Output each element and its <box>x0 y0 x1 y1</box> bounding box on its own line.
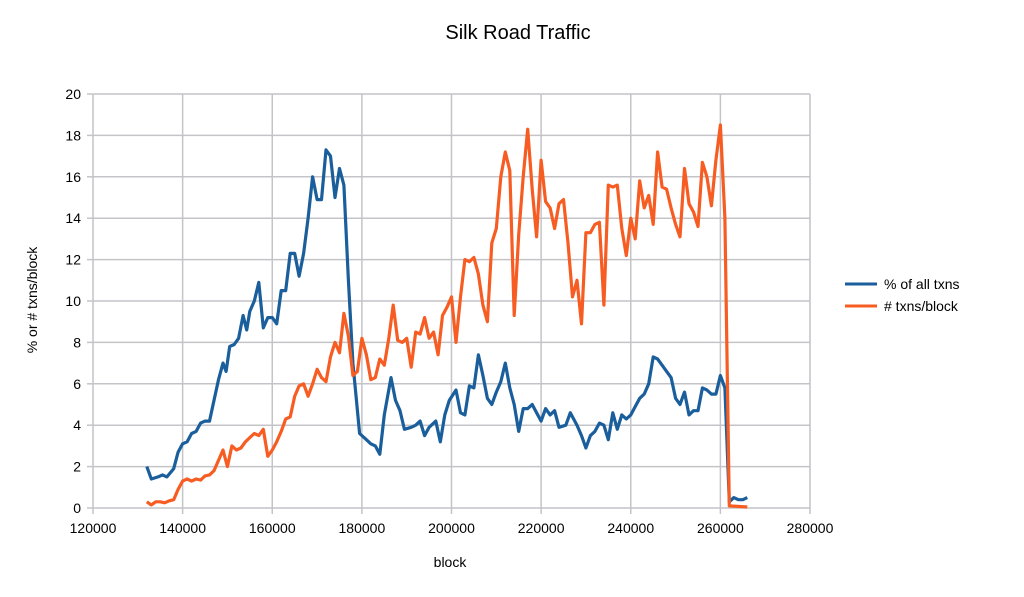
series-line-pct-of-all-txns <box>145 148 748 504</box>
x-tick-label: 200000 <box>428 520 475 536</box>
y-tick-label: 8 <box>73 334 81 350</box>
x-axis-ticks: 120000 140000 160000 180000 200000 220000 2400… <box>70 520 834 536</box>
y-tick-label: 10 <box>65 293 81 309</box>
y-tick-label: 18 <box>65 127 81 143</box>
x-tick-label: 120000 <box>70 520 117 536</box>
y-axis-ticks: 0 2 4 6 8 10 12 14 16 18 20 <box>65 86 81 516</box>
y-tick-label: 4 <box>73 417 81 433</box>
grid <box>87 93 811 514</box>
y-tick-label: 12 <box>65 252 81 268</box>
x-tick-label: 260000 <box>697 520 744 536</box>
legend-label-txns: # txns/block <box>884 298 959 314</box>
x-tick-label: 240000 <box>607 520 654 536</box>
x-axis-label: block <box>434 554 468 570</box>
y-tick-label: 2 <box>73 459 81 475</box>
legend: % of all txns # txns/block <box>845 276 959 314</box>
y-tick-label: 6 <box>73 376 81 392</box>
x-tick-label: 140000 <box>159 520 206 536</box>
series-line-txns-per-block <box>145 123 748 509</box>
x-tick-label: 220000 <box>518 520 565 536</box>
y-tick-label: 0 <box>73 500 81 516</box>
y-tick-label: 20 <box>65 86 81 102</box>
chart-title: Silk Road Traffic <box>445 22 590 44</box>
legend-label-pct: % of all txns <box>884 276 959 292</box>
x-tick-label: 280000 <box>787 520 834 536</box>
y-axis-label: % or # txns/block <box>24 246 40 354</box>
series-lines <box>145 123 748 509</box>
x-tick-label: 180000 <box>339 520 386 536</box>
y-tick-label: 16 <box>65 169 81 185</box>
x-tick-label: 160000 <box>249 520 296 536</box>
y-tick-label: 14 <box>65 210 81 226</box>
